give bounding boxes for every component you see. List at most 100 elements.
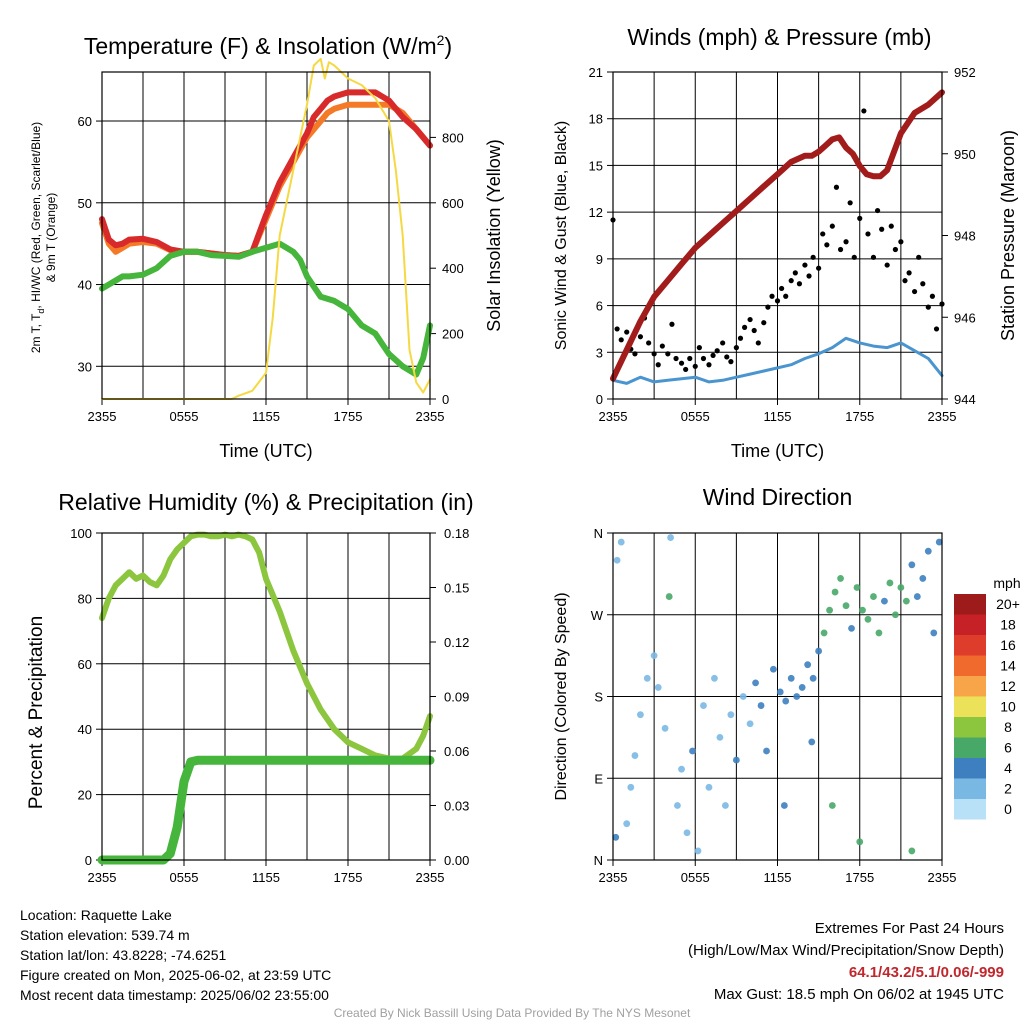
station-location: Location: Raquette Lake <box>20 907 172 923</box>
gust-point <box>659 343 665 349</box>
extremes-values: 64.1/43.2/5.1/0.06/-999 <box>848 964 1004 981</box>
y2-tick-label: 400 <box>442 261 464 276</box>
gust-point <box>678 360 685 366</box>
max-gust: Max Gust: 18.5 mph On 06/02 at 1945 UTC <box>713 986 1004 1003</box>
legend-label: 4 <box>1004 760 1012 776</box>
gust-point <box>706 362 712 368</box>
gust-point <box>696 345 702 351</box>
gust-point <box>724 354 730 360</box>
legend-swatch <box>954 737 986 758</box>
y2-tick-label: 946 <box>954 310 976 325</box>
y-tick-label: 9 <box>596 252 603 267</box>
gust-point <box>879 226 885 232</box>
legend-label: 20+ <box>996 596 1020 612</box>
x-tick-label: 2355 <box>416 870 445 885</box>
gust-point <box>906 270 912 276</box>
extremes-panel: Extremes For Past 24 Hours (High/Low/Max… <box>688 918 1004 1006</box>
legend-swatch <box>954 655 986 676</box>
legend-label: 0 <box>1004 801 1012 817</box>
y2-tick-label: 0 <box>442 392 449 407</box>
direction-point <box>689 747 696 755</box>
gust-point <box>651 351 657 357</box>
legend-swatch <box>954 635 986 656</box>
x-tick-label: 1755 <box>845 870 874 885</box>
gust-point <box>933 326 940 332</box>
y2-tick-label: 0.00 <box>444 853 469 868</box>
direction-point <box>808 738 816 746</box>
gust-point <box>861 108 867 114</box>
direction-point <box>667 534 674 541</box>
direction-point <box>665 593 673 600</box>
recent-timestamp: Most recent data timestamp: 2025/06/02 2… <box>20 987 329 1003</box>
legend-swatch <box>954 696 986 717</box>
gust-point <box>751 327 757 334</box>
gust-point <box>788 278 794 284</box>
x-tick-label: 2355 <box>88 409 117 424</box>
direction-point <box>727 711 735 719</box>
legend-swatch <box>954 758 986 779</box>
direction-point <box>891 611 899 619</box>
direction-point <box>856 838 864 846</box>
legend-label: 2 <box>1004 781 1012 797</box>
direction-point <box>627 783 635 791</box>
y-tick-label: 60 <box>78 657 92 672</box>
direction-point <box>798 684 806 691</box>
gust-point <box>920 281 926 287</box>
y-tick-label: 40 <box>78 278 92 293</box>
station-latlon: Station lat/lon: 43.8228; -74.6251 <box>20 947 227 963</box>
y-tick-label: 100 <box>70 526 92 541</box>
extremes-subtitle: (High/Low/Max Wind/Precipitation/Snow De… <box>688 942 1004 959</box>
direction-point <box>674 802 681 809</box>
direction-point <box>908 561 916 569</box>
direction-point <box>908 847 916 855</box>
direction-point <box>804 661 812 669</box>
direction-point <box>746 720 754 728</box>
gust-point <box>673 355 679 362</box>
y2-tick-label: 0.09 <box>444 690 469 705</box>
x-tick-label: 1755 <box>845 409 874 424</box>
direction-point <box>853 584 861 591</box>
direction-point <box>848 624 855 632</box>
gust-point <box>888 223 894 229</box>
gust-point <box>769 293 775 299</box>
pressure-line <box>610 89 945 382</box>
gust-point <box>747 316 753 323</box>
humidity-line <box>99 531 433 762</box>
gust-point <box>902 278 908 284</box>
gust-point <box>624 329 630 335</box>
direction-point <box>711 674 718 682</box>
x-tick-label: 2355 <box>928 409 957 424</box>
gust-point <box>816 265 822 271</box>
direction-point <box>870 593 877 600</box>
x-tick-label: 2355 <box>928 870 957 885</box>
direction-point <box>694 847 702 855</box>
x-tick-label: 0555 <box>170 409 199 424</box>
y-axis-label: Direction (Colored By Speed) <box>553 592 570 800</box>
y-axis-label-line2: & 9m T (Orange) <box>44 193 58 283</box>
legend-swatch <box>954 778 986 799</box>
y-tick-label: 20 <box>78 788 92 803</box>
direction-point <box>654 684 662 691</box>
gust-point <box>865 231 871 237</box>
direction-point <box>826 606 833 614</box>
direction-point <box>776 688 784 696</box>
gust-point <box>765 304 771 310</box>
chart-title: Relative Humidity (%) & Precipitation (i… <box>58 489 473 515</box>
gust-point <box>802 262 808 268</box>
station-info: Location: Raquette Lake Station elevatio… <box>20 905 331 1005</box>
chart-title: Temperature (F) & Insolation (W/m2) <box>84 32 452 59</box>
gust-point <box>792 270 798 276</box>
gust-point <box>774 298 781 304</box>
y-tick-label: 0 <box>85 853 92 868</box>
direction-point <box>919 575 927 582</box>
x-tick-label: 1755 <box>334 870 363 885</box>
direction-point <box>897 584 905 591</box>
gust-point <box>810 254 816 260</box>
direction-point <box>623 820 631 828</box>
y-tick-label: 3 <box>596 345 603 360</box>
gust-point <box>632 351 638 357</box>
x-tick-label: 2355 <box>599 409 628 424</box>
y-tick-label: N <box>594 526 603 541</box>
gust-point <box>824 242 830 248</box>
